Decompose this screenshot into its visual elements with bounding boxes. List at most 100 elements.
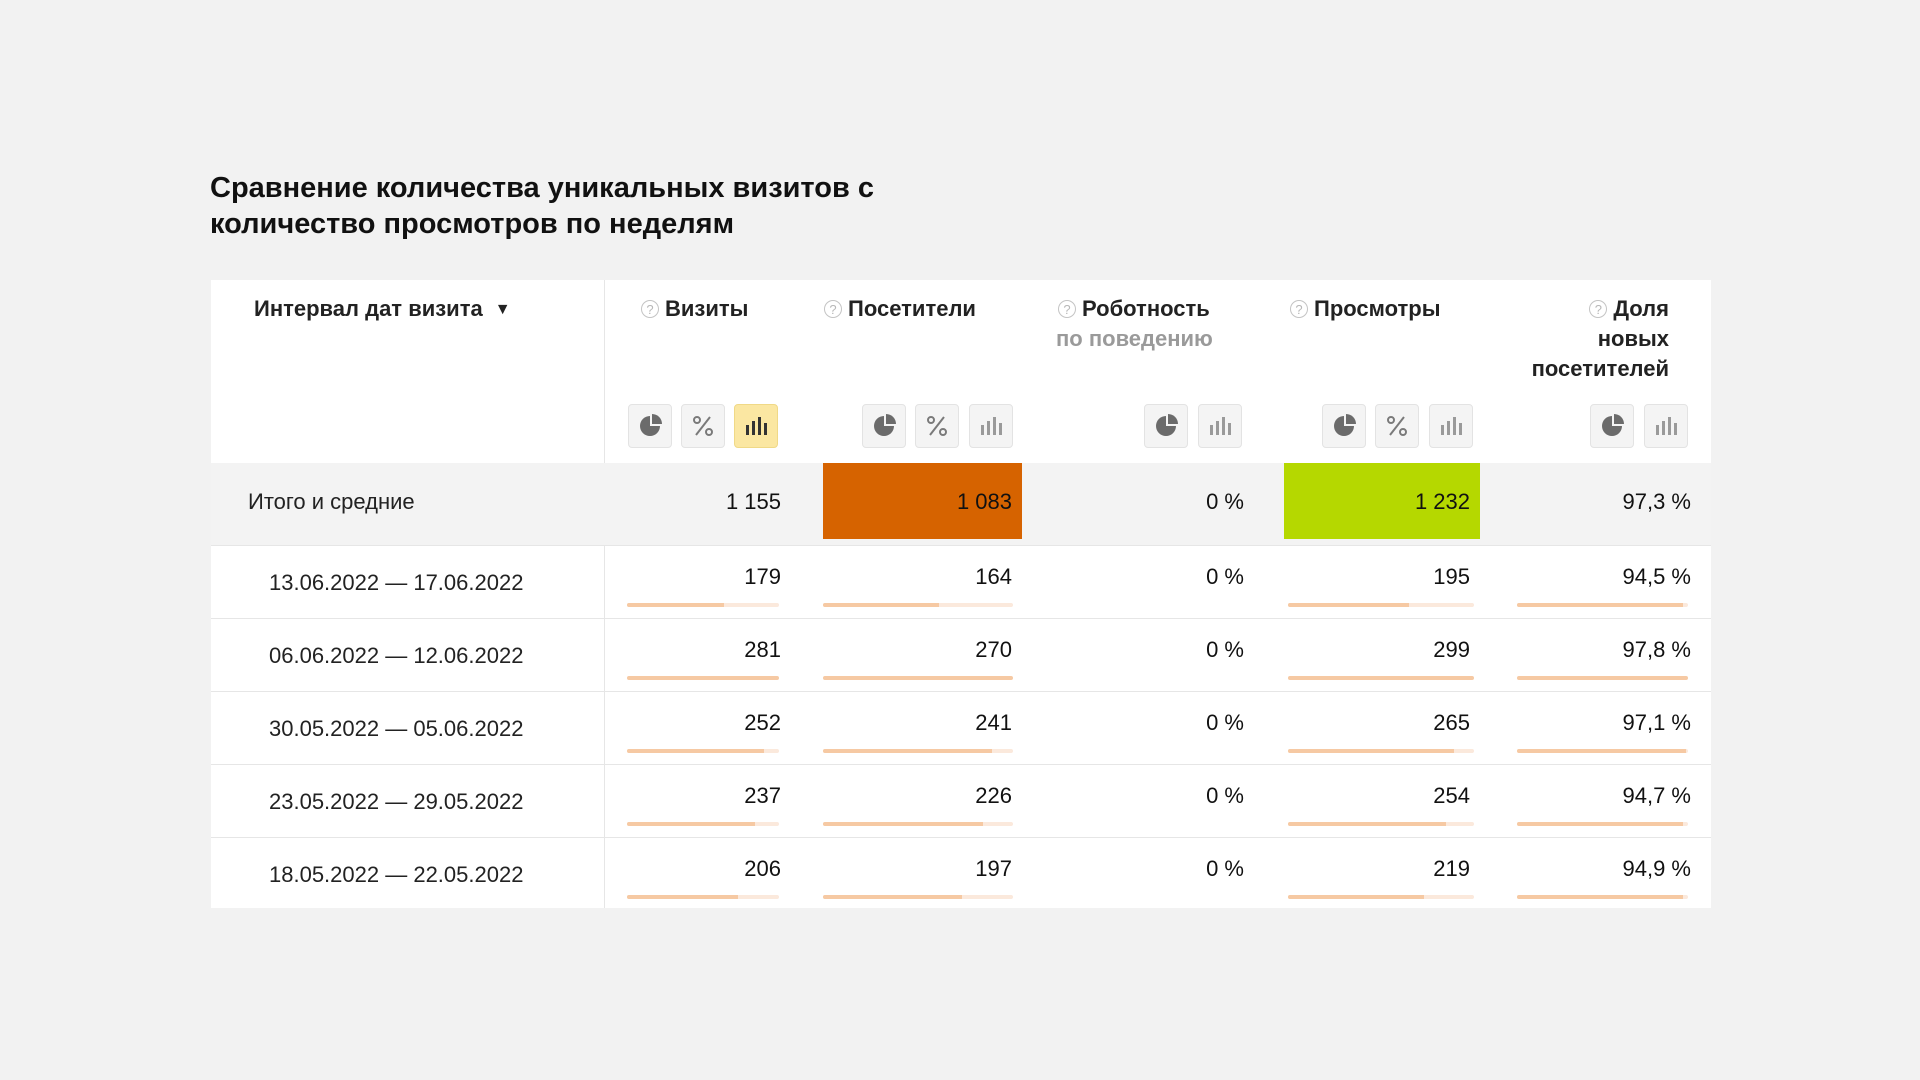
page-title: Сравнение количества уникальных визитов …: [210, 172, 874, 240]
date-interval: 18.05.2022 — 22.05.2022: [269, 862, 524, 887]
percent-icon: [693, 416, 713, 436]
robotness-value: 0 %: [1206, 710, 1244, 735]
help-icon[interactable]: ?: [824, 300, 842, 318]
new-share-bar: [1517, 603, 1688, 607]
column-header-visitors[interactable]: ? Посетители: [824, 294, 976, 324]
bar-chart-icon: [1441, 417, 1462, 435]
pie-chart-toggle-views[interactable]: [1322, 404, 1366, 448]
visits-bar: [627, 603, 779, 607]
total-visitors[interactable]: 1 083: [956, 489, 1012, 514]
robotness-value: 0 %: [1206, 856, 1244, 881]
views-value: 299: [1433, 637, 1470, 662]
percent-toggle-visits[interactable]: [681, 404, 725, 448]
column-header-robotness[interactable]: ? Роботность по поведению: [1056, 294, 1213, 354]
visits-value: 252: [744, 710, 781, 735]
percent-toggle-visitors[interactable]: [915, 404, 959, 448]
table-row[interactable]: 13.06.2022 — 17.06.2022 179 164 0 % 195 …: [211, 545, 1711, 618]
visits-bar: [627, 749, 779, 753]
views-bar: [1288, 749, 1474, 753]
table-row[interactable]: 18.05.2022 — 22.05.2022 206 197 0 % 219 …: [211, 837, 1711, 908]
bar-chart-toggle-robotness[interactable]: [1198, 404, 1242, 448]
visitors-value: 197: [975, 856, 1012, 881]
views-value: 195: [1433, 564, 1470, 589]
column-label-line3: посетителей: [1531, 356, 1669, 381]
percent-icon: [1387, 416, 1407, 436]
column-header-new-share[interactable]: ? Доля новых посетителей: [1449, 294, 1669, 384]
bar-chart-icon: [746, 417, 767, 435]
robotness-value: 0 %: [1206, 637, 1244, 662]
visitors-value: 226: [975, 783, 1012, 808]
views-bar: [1288, 676, 1474, 680]
pie-chart-icon: [1156, 414, 1178, 436]
new-share-bar: [1517, 676, 1688, 680]
views-bar: [1288, 895, 1474, 899]
visits-bar-fill: [627, 603, 725, 607]
visitors-bar-fill: [823, 895, 962, 899]
date-interval: 13.06.2022 — 17.06.2022: [269, 570, 524, 595]
bar-chart-toggle-views[interactable]: [1429, 404, 1473, 448]
visits-value: 237: [744, 783, 781, 808]
new-share-bar-fill: [1517, 749, 1687, 753]
pie-chart-icon: [1334, 414, 1356, 436]
new-share-bar: [1517, 749, 1688, 753]
total-new-share[interactable]: 97,3 %: [1622, 489, 1692, 514]
visits-bar-fill: [627, 749, 764, 753]
help-icon[interactable]: ?: [1290, 300, 1308, 318]
report-table: Интервал дат визита ▼ ? Визиты ? Посетители…: [211, 280, 1711, 908]
visits-value: 281: [744, 637, 781, 662]
visits-bar: [627, 822, 779, 826]
help-icon[interactable]: ?: [1058, 300, 1076, 318]
pie-chart-toggle-new-share[interactable]: [1590, 404, 1634, 448]
pie-chart-toggle-visitors[interactable]: [862, 404, 906, 448]
bar-chart-icon: [1656, 417, 1677, 435]
sort-desc-icon: ▼: [494, 301, 511, 318]
percent-icon: [927, 416, 947, 436]
pie-chart-toggle-robotness[interactable]: [1144, 404, 1188, 448]
visitors-value: 241: [975, 710, 1012, 735]
pie-chart-icon: [874, 414, 896, 436]
bar-chart-toggle-new-share[interactable]: [1644, 404, 1688, 448]
views-bar-fill: [1288, 749, 1454, 753]
pie-chart-icon: [1602, 414, 1624, 436]
visitors-bar: [823, 676, 1013, 680]
new-share-value: 97,8 %: [1622, 637, 1692, 662]
visitors-value: 164: [975, 564, 1012, 589]
total-visits[interactable]: 1 155: [725, 489, 781, 514]
visitors-bar: [823, 603, 1013, 607]
pie-chart-toggle-visits[interactable]: [628, 404, 672, 448]
visitors-value: 270: [975, 637, 1012, 662]
visitors-total-highlight: [823, 463, 1022, 539]
help-icon[interactable]: ?: [641, 300, 659, 318]
column-header-views[interactable]: ? Просмотры: [1290, 294, 1441, 324]
robotness-value: 0 %: [1206, 783, 1244, 808]
column-label: Просмотры: [1314, 296, 1441, 321]
views-bar-fill: [1288, 676, 1474, 680]
date-interval: 30.05.2022 — 05.06.2022: [269, 716, 524, 741]
visits-value: 179: [744, 564, 781, 589]
views-value: 254: [1433, 783, 1470, 808]
column-header-visits[interactable]: ? Визиты: [641, 294, 748, 324]
visitors-bar: [823, 822, 1013, 826]
table-row[interactable]: 23.05.2022 — 29.05.2022 237 226 0 % 254 …: [211, 764, 1711, 837]
table-row[interactable]: 06.06.2022 — 12.06.2022 281 270 0 % 299 …: [211, 618, 1711, 691]
help-icon[interactable]: ?: [1589, 300, 1608, 318]
new-share-value: 97,1 %: [1622, 710, 1692, 735]
total-robotness[interactable]: 0 %: [1206, 489, 1244, 514]
date-interval: 06.06.2022 — 12.06.2022: [269, 643, 524, 668]
new-share-bar-fill: [1517, 895, 1683, 899]
totals-label: Итого и средние: [248, 489, 415, 514]
date-interval-header[interactable]: Интервал дат визита ▼: [254, 294, 511, 325]
visits-value: 206: [744, 856, 781, 881]
table-row[interactable]: 30.05.2022 — 05.06.2022 252 241 0 % 265 …: [211, 691, 1711, 764]
date-interval-label: Интервал дат визита: [254, 296, 483, 321]
visitors-bar-fill: [823, 603, 939, 607]
views-value: 219: [1433, 856, 1470, 881]
views-value: 265: [1433, 710, 1470, 735]
bar-chart-toggle-visits[interactable]: [734, 404, 778, 448]
total-views[interactable]: 1 232: [1414, 489, 1470, 514]
views-bar: [1288, 822, 1474, 826]
column-label: Роботность: [1082, 296, 1210, 321]
bar-chart-icon: [981, 417, 1002, 435]
bar-chart-toggle-visitors[interactable]: [969, 404, 1013, 448]
percent-toggle-views[interactable]: [1375, 404, 1419, 448]
